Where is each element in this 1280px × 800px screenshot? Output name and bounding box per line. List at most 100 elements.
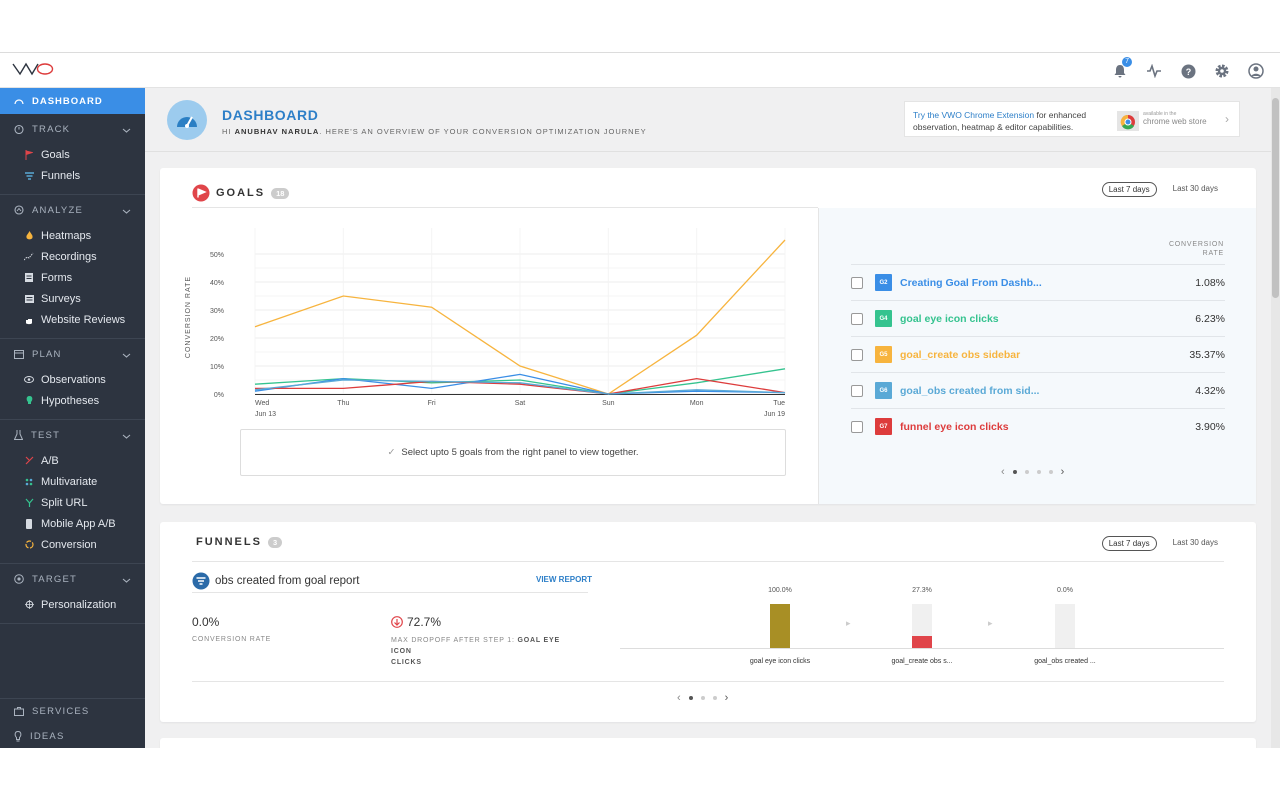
chevron-left-icon[interactable]: ‹ xyxy=(677,692,681,704)
goal-checkbox[interactable] xyxy=(851,384,863,397)
sidebar-item-services[interactable]: SERVICES xyxy=(0,699,145,724)
chevron-right-icon[interactable]: › xyxy=(1060,466,1065,478)
sidebar-item-funnels[interactable]: Funnels xyxy=(0,165,145,186)
sidebar-section-analyze-header[interactable]: ANALYZE xyxy=(0,195,145,225)
sidebar-item-label: Website Reviews xyxy=(41,313,126,326)
sidebar-item-conversion[interactable]: Conversion xyxy=(0,534,145,555)
notification-count-badge: 7 xyxy=(1122,57,1132,67)
sidebar-item-label: Heatmaps xyxy=(41,229,92,242)
range-last-30-days[interactable]: Last 30 days xyxy=(1172,538,1218,547)
goal-name[interactable]: goal_create obs sidebar xyxy=(900,348,1021,361)
y-tick-label: 30% xyxy=(210,308,224,315)
notifications-bell-icon[interactable]: 7 xyxy=(1110,57,1132,81)
settings-gear-icon[interactable] xyxy=(1212,61,1232,81)
funnel-step-name: goal eye icon clicks xyxy=(749,658,811,665)
goal-checkbox[interactable] xyxy=(851,312,863,325)
sidebar-item-surveys[interactable]: Surveys xyxy=(0,288,145,309)
goal-name[interactable]: goal_obs created from sid... xyxy=(900,384,1040,397)
sidebar-item-label: A/B xyxy=(41,454,59,467)
grid-dots-icon xyxy=(24,477,34,487)
page-dot[interactable] xyxy=(712,696,717,700)
vwo-logo[interactable] xyxy=(12,62,54,81)
sidebar-item-hypotheses[interactable]: Hypotheses xyxy=(0,390,145,411)
funnel-step-bar[interactable] xyxy=(770,604,790,648)
goal-name[interactable]: Creating Goal From Dashb... xyxy=(900,276,1042,289)
scrollbar-thumb[interactable] xyxy=(1272,98,1279,298)
goal-tag: G7 xyxy=(875,418,892,435)
goal-conversion-rate: 6.23% xyxy=(1195,312,1225,325)
sidebar-section-plan: PLAN Observations Hypotheses xyxy=(0,339,145,420)
chevron-left-icon[interactable]: ‹ xyxy=(1001,466,1005,478)
goal-row[interactable]: G2 Creating Goal From Dashb... 1.08% xyxy=(851,264,1225,300)
sidebar-item-recordings[interactable]: Recordings xyxy=(0,246,145,267)
page-dot[interactable] xyxy=(1012,470,1017,474)
sidebar-item-ideas[interactable]: IDEAS xyxy=(0,724,145,748)
goal-checkbox[interactable] xyxy=(851,348,863,361)
page-title: DASHBOARD xyxy=(222,107,319,123)
range-last-7-days[interactable]: Last 7 days xyxy=(1101,182,1157,197)
dashboard-speedometer-icon xyxy=(167,100,207,140)
fork-icon xyxy=(24,498,34,508)
sidebar-section-track-header[interactable]: TRACK xyxy=(0,114,145,144)
store-big-text: chrome web store xyxy=(1143,117,1207,126)
goals-range-toggle: Last 7 days Last 30 days xyxy=(1101,182,1224,197)
goal-row[interactable]: G5 goal_create obs sidebar 35.37% xyxy=(851,336,1225,372)
goal-checkbox[interactable] xyxy=(851,420,863,433)
goals-hint-box: ✓ Select upto 5 goals from the right pan… xyxy=(240,429,786,476)
activity-pulse-icon[interactable] xyxy=(1144,61,1164,81)
sidebar-item-website-reviews[interactable]: Website Reviews xyxy=(0,309,145,330)
funnel-step-percent: 100.0% xyxy=(768,587,792,594)
store-small-text: available in the xyxy=(1143,111,1177,117)
sidebar-item-label: Split URL xyxy=(41,496,88,509)
chevron-down-icon xyxy=(122,125,131,136)
sidebar-item-personalization[interactable]: Personalization xyxy=(0,594,145,615)
sidebar-item-goals[interactable]: Goals xyxy=(0,144,145,165)
goal-row[interactable]: G4 goal eye icon clicks 6.23% xyxy=(851,300,1225,336)
funnels-title-text: FUNNELS xyxy=(196,536,262,548)
page-dot[interactable] xyxy=(688,696,693,700)
chevron-right-icon[interactable]: › xyxy=(724,692,729,704)
goal-tag: G4 xyxy=(875,310,892,327)
sidebar-section-label: TARGET xyxy=(32,573,78,585)
sidebar-item-observations[interactable]: Observations xyxy=(0,369,145,390)
sidebar-item-split-url[interactable]: Split URL xyxy=(0,492,145,513)
user-avatar-icon[interactable] xyxy=(1246,61,1266,81)
promo-link[interactable]: Try the VWO Chrome Extension xyxy=(913,110,1035,120)
goal-name[interactable]: goal eye icon clicks xyxy=(900,312,999,325)
form-icon xyxy=(24,273,34,283)
chrome-web-store-badge[interactable]: available in the chrome web store xyxy=(1115,107,1225,133)
goal-checkbox[interactable] xyxy=(851,276,863,289)
sidebar-section-target-header[interactable]: TARGET xyxy=(0,564,145,594)
sidebar-section-test-header[interactable]: TEST xyxy=(0,420,145,450)
sidebar-item-multivariate[interactable]: Multivariate xyxy=(0,471,145,492)
page-dot[interactable] xyxy=(1048,470,1053,474)
sidebar-section-plan-header[interactable]: PLAN xyxy=(0,339,145,369)
range-last-30-days[interactable]: Last 30 days xyxy=(1172,184,1218,193)
sidebar-item-mobile-app-ab[interactable]: Mobile App A/B xyxy=(0,513,145,534)
view-report-link[interactable]: VIEW REPORT xyxy=(536,575,593,584)
funnel-step-bar[interactable] xyxy=(912,636,932,648)
conversion-rate-header: CONVERSION RATE xyxy=(1169,240,1224,258)
goal-name[interactable]: funnel eye icon clicks xyxy=(900,420,1009,433)
page-dot[interactable] xyxy=(1024,470,1029,474)
page-dot[interactable] xyxy=(1036,470,1041,474)
help-icon[interactable]: ? xyxy=(1178,61,1198,81)
dashboard-header: DASHBOARD HI ANUBHAV NARULA. HERE'S AN O… xyxy=(145,88,1271,152)
scrollbar[interactable] xyxy=(1271,88,1280,748)
sidebar: DASHBOARD TRACK Goals Funnels ANALYZE xyxy=(0,88,145,748)
sidebar-item-forms[interactable]: Forms xyxy=(0,267,145,288)
range-last-7-days[interactable]: Last 7 days xyxy=(1101,536,1157,551)
promo-text-1: for enhanced xyxy=(1034,110,1087,120)
mobile-phone-icon xyxy=(24,518,34,529)
chrome-extension-promo[interactable]: Try the VWO Chrome Extension for enhance… xyxy=(904,101,1240,137)
goal-row[interactable]: G6 goal_obs created from sid... 4.32% xyxy=(851,372,1225,408)
page-dot[interactable] xyxy=(700,696,705,700)
dropoff-step-name-2: CLICKS xyxy=(391,659,422,666)
goal-row[interactable]: G7 funnel eye icon clicks 3.90% xyxy=(851,408,1225,444)
sidebar-item-heatmaps[interactable]: Heatmaps xyxy=(0,225,145,246)
dropoff-value-text: 72.7% xyxy=(407,615,442,629)
goal-tag: G6 xyxy=(875,382,892,399)
sidebar-item-dashboard[interactable]: DASHBOARD xyxy=(0,88,145,114)
sidebar-item-ab[interactable]: A/B xyxy=(0,450,145,471)
sidebar-bottom: SERVICES IDEAS xyxy=(0,698,145,748)
